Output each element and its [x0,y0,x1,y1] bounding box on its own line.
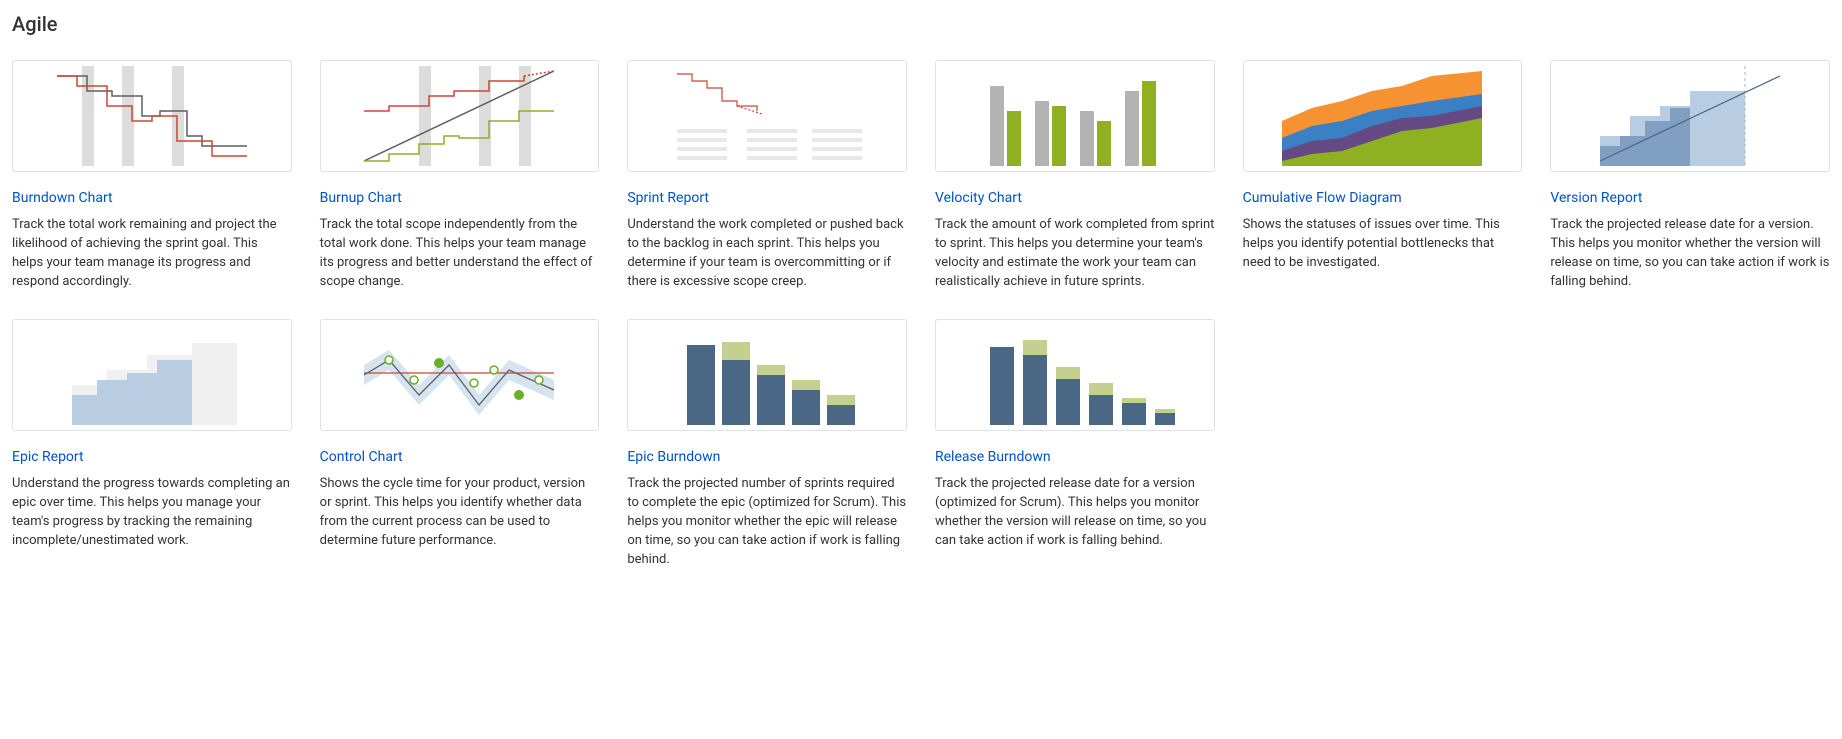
report-desc: Understand the work completed or pushed … [627,216,907,291]
report-card-burnup: Burnup Chart Track the total scope indep… [320,60,600,291]
report-card-epic-burndown: Epic Burndown Track the projected number… [627,319,907,569]
report-thumb-version[interactable] [1550,60,1830,172]
epic-report-icon [52,325,252,425]
report-card-control: Control Chart Shows the cycle time for y… [320,319,600,569]
report-thumb-sprint[interactable] [627,60,907,172]
report-card-version: Version Report Track the projected relea… [1550,60,1830,291]
burnup-chart-icon [359,66,559,166]
report-card-cumulative: Cumulative Flow Diagram Shows the status… [1243,60,1523,291]
report-link-version[interactable]: Version Report [1550,190,1830,206]
burndown-chart-icon [52,66,252,166]
report-card-velocity: Velocity Chart Track the amount of work … [935,60,1215,291]
report-thumb-epic[interactable] [12,319,292,431]
report-thumb-cumulative[interactable] [1243,60,1523,172]
report-thumb-control[interactable] [320,319,600,431]
report-desc: Track the projected release date for a v… [935,475,1215,550]
report-desc: Track the total scope independently from… [320,216,600,291]
control-chart-icon [359,325,559,425]
report-link-control[interactable]: Control Chart [320,449,600,465]
report-link-sprint[interactable]: Sprint Report [627,190,907,206]
report-desc: Track the projected release date for a v… [1550,216,1830,291]
cumulative-flow-icon [1282,66,1482,166]
report-link-burnup[interactable]: Burnup Chart [320,190,600,206]
report-link-epic-burndown[interactable]: Epic Burndown [627,449,907,465]
report-card-epic: Epic Report Understand the progress towa… [12,319,292,569]
release-burndown-icon [975,325,1175,425]
sprint-report-icon [667,66,867,166]
report-desc: Shows the cycle time for your product, v… [320,475,600,550]
section-title: Agile [12,12,1830,36]
epic-burndown-icon [667,325,867,425]
report-link-release-burndown[interactable]: Release Burndown [935,449,1215,465]
report-desc: Track the projected number of sprints re… [627,475,907,569]
report-link-cumulative[interactable]: Cumulative Flow Diagram [1243,190,1523,206]
velocity-chart-icon [975,66,1175,166]
report-card-release-burndown: Release Burndown Track the projected rel… [935,319,1215,569]
report-desc: Track the amount of work completed from … [935,216,1215,291]
report-desc: Track the total work remaining and proje… [12,216,292,291]
report-card-burndown: Burndown Chart Track the total work rema… [12,60,292,291]
report-thumb-epic-burndown[interactable] [627,319,907,431]
report-desc: Shows the statuses of issues over time. … [1243,216,1523,273]
report-link-velocity[interactable]: Velocity Chart [935,190,1215,206]
report-thumb-burndown[interactable] [12,60,292,172]
reports-grid: Burndown Chart Track the total work rema… [12,60,1830,570]
report-desc: Understand the progress towards completi… [12,475,292,550]
report-card-sprint: Sprint Report Understand the work comple… [627,60,907,291]
report-link-epic[interactable]: Epic Report [12,449,292,465]
report-thumb-release-burndown[interactable] [935,319,1215,431]
version-report-icon [1590,66,1790,166]
report-thumb-burnup[interactable] [320,60,600,172]
report-link-burndown[interactable]: Burndown Chart [12,190,292,206]
report-thumb-velocity[interactable] [935,60,1215,172]
